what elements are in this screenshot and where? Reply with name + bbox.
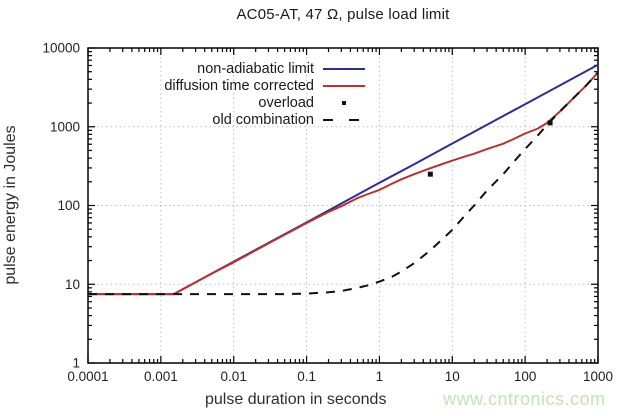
x-axis-label: pulse duration in seconds	[205, 391, 387, 408]
y-tick-label: 1000	[50, 119, 80, 134]
x-tick-label: 0.001	[144, 369, 178, 384]
chart-title: AC05-AT, 47 Ω, pulse load limit	[236, 6, 450, 23]
watermark-text: www.cntronics.com	[443, 389, 606, 409]
legend-row-old-combination: old combination	[118, 111, 365, 128]
y-tick-label: 1	[72, 356, 80, 371]
y-tick-label: 100	[57, 198, 80, 213]
legend-dash-sample	[323, 118, 365, 121]
legend: non-adiabatic limit diffusion time corre…	[118, 60, 365, 128]
x-tick-label: 0.1	[297, 369, 316, 384]
legend-row-non-adiabatic: non-adiabatic limit	[118, 60, 365, 77]
legend-label-overload: overload	[258, 94, 314, 111]
legend-label-non-adiabatic: non-adiabatic limit	[197, 60, 314, 77]
x-tick-label: 10	[445, 369, 460, 384]
legend-line-sample-red	[323, 84, 365, 87]
legend-row-overload: overload	[118, 94, 365, 111]
y-tick-label: 10000	[42, 41, 80, 56]
x-tick-label: 0.0001	[67, 369, 108, 384]
legend-label-old-combination: old combination	[212, 111, 314, 128]
legend-label-diffusion: diffusion time corrected	[164, 77, 314, 94]
overload-marker-glyph	[342, 100, 346, 105]
x-tick-label: 100	[514, 369, 537, 384]
legend-line-sample-blue	[323, 67, 365, 70]
x-tick-label: 1	[376, 369, 384, 384]
y-tick-label: 10	[65, 277, 80, 292]
x-tick-label: 0.01	[221, 369, 247, 384]
legend-marker-sample-square	[323, 100, 365, 105]
legend-row-diffusion: diffusion time corrected	[118, 77, 365, 94]
x-tick-label: 1000	[583, 369, 613, 384]
